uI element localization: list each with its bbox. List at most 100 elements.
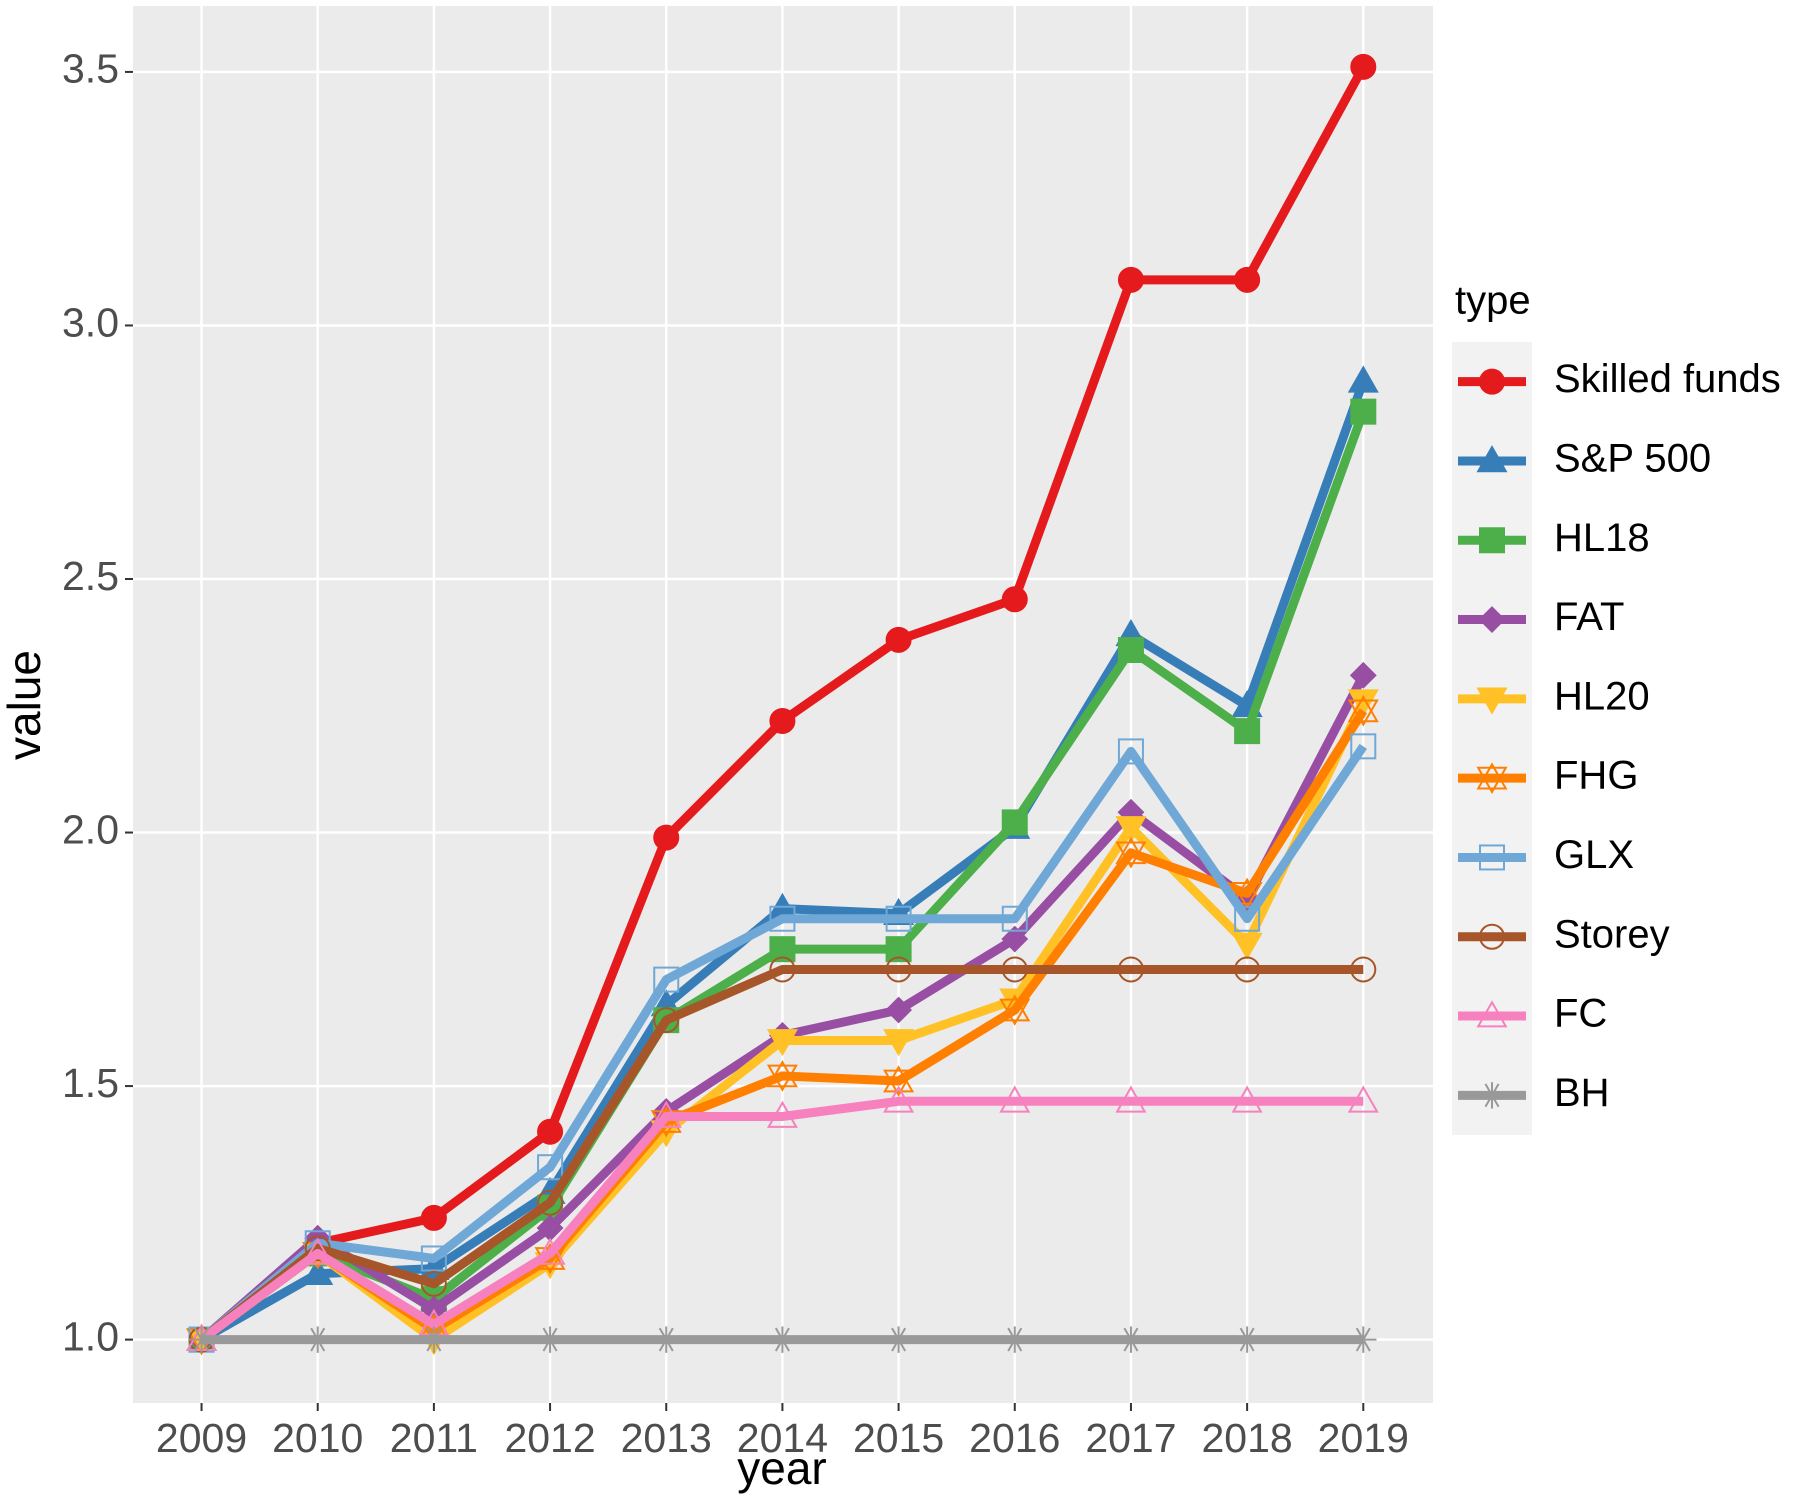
- marker: [1478, 1082, 1506, 1109]
- marker: [1476, 1000, 1508, 1028]
- marker-shape: [1115, 1085, 1147, 1113]
- marker: [1479, 368, 1505, 395]
- marker: [1347, 689, 1379, 717]
- marker-shape: [769, 707, 796, 734]
- marker-shape: [1001, 925, 1029, 953]
- marker: [1231, 877, 1263, 910]
- marker-shape: [1234, 956, 1261, 983]
- marker-shape: [1234, 905, 1261, 932]
- marker-shape: [537, 1118, 564, 1145]
- x-tick-label: 2019: [1318, 1415, 1409, 1461]
- legend-label: HL18: [1554, 516, 1650, 560]
- marker-shape: [1347, 1085, 1379, 1113]
- marker: [1001, 956, 1028, 983]
- marker: [885, 956, 912, 983]
- marker-shape: [1479, 527, 1505, 554]
- marker: [1117, 738, 1144, 765]
- marker: [883, 1029, 915, 1057]
- marker: [1350, 53, 1377, 80]
- legend-label: FHG: [1554, 754, 1638, 798]
- y-tick-label: 3.0: [62, 299, 119, 345]
- marker: [769, 905, 796, 932]
- marker: [1478, 606, 1506, 633]
- marker: [537, 1118, 564, 1145]
- marker: [883, 1085, 915, 1113]
- legend-title: type: [1455, 279, 1531, 323]
- marker-shape: [999, 1085, 1031, 1113]
- marker: [766, 1100, 798, 1128]
- marker-shape: [1347, 699, 1379, 727]
- x-tick-label: 2014: [737, 1415, 828, 1461]
- series-line: [198, 964, 1364, 1344]
- marker-shape: [1476, 1000, 1508, 1028]
- marker: [1476, 762, 1508, 794]
- x-tick-label: 2015: [853, 1415, 944, 1461]
- marker: [1350, 956, 1377, 983]
- marker: [885, 1326, 912, 1353]
- marker: [534, 1237, 566, 1265]
- marker: [1479, 844, 1505, 871]
- marker-shape: [1234, 718, 1261, 745]
- marker: [1476, 445, 1508, 473]
- marker-shape: [1115, 816, 1147, 844]
- marker-shape: [420, 1245, 447, 1272]
- marker: [537, 1189, 564, 1216]
- marker-shape: [999, 998, 1031, 1026]
- x-tick-label: 2016: [969, 1415, 1060, 1461]
- legend-label: FC: [1554, 992, 1607, 1036]
- marker-shape: [883, 1085, 915, 1113]
- legend-label: HL20: [1554, 674, 1650, 718]
- marker-shape: [420, 1204, 447, 1231]
- marker: [420, 1326, 448, 1353]
- marker: [885, 626, 912, 653]
- y-tick-label: 2.5: [62, 553, 119, 599]
- marker-shape: [766, 1100, 798, 1128]
- marker-shape: [1231, 877, 1263, 905]
- marker: [420, 1270, 447, 1297]
- marker: [537, 1154, 564, 1181]
- y-tick-label: 1.5: [62, 1060, 119, 1106]
- marker: [769, 707, 796, 734]
- legend-label: GLX: [1554, 833, 1634, 877]
- marker: [1115, 837, 1147, 869]
- marker-shape: [1001, 956, 1028, 983]
- marker-shape: [885, 956, 912, 983]
- marker-shape: [769, 905, 796, 932]
- marker: [1234, 905, 1261, 932]
- y-axis-title: value: [0, 650, 50, 760]
- marker-shape: [1117, 738, 1144, 765]
- marker: [1479, 923, 1505, 950]
- marker: [420, 1204, 447, 1231]
- marker-shape: [304, 1235, 331, 1262]
- marker: [1117, 956, 1144, 983]
- marker-shape: [885, 905, 912, 932]
- marker-shape: [1001, 905, 1028, 932]
- marker-shape: [766, 1029, 798, 1057]
- y-tick-label: 3.5: [62, 46, 119, 92]
- marker-shape: [1476, 766, 1508, 794]
- marker: [1001, 905, 1028, 932]
- x-tick-label: 2010: [272, 1415, 363, 1461]
- marker: [1001, 925, 1029, 953]
- marker-shape: [653, 824, 680, 851]
- marker: [999, 994, 1031, 1026]
- marker-shape: [1115, 837, 1147, 865]
- marker-shape: [1117, 636, 1144, 663]
- marker-shape: [537, 1154, 564, 1181]
- x-tick-label: 2013: [621, 1415, 712, 1461]
- marker-shape: [1349, 661, 1377, 689]
- marker: [1350, 733, 1377, 760]
- legend-label: Storey: [1554, 912, 1670, 956]
- marker-shape: [1231, 882, 1263, 910]
- marker: [883, 1065, 915, 1097]
- marker-shape: [1115, 841, 1147, 869]
- marker-shape: [420, 1270, 447, 1297]
- marker-shape: [885, 996, 913, 1024]
- marker: [1115, 1085, 1147, 1113]
- marker: [999, 1085, 1031, 1113]
- legend-label: FAT: [1554, 595, 1624, 639]
- marker-shape: [1479, 368, 1505, 395]
- marker-shape: [1117, 956, 1144, 983]
- marker-shape: [1350, 398, 1377, 425]
- marker: [188, 1326, 215, 1353]
